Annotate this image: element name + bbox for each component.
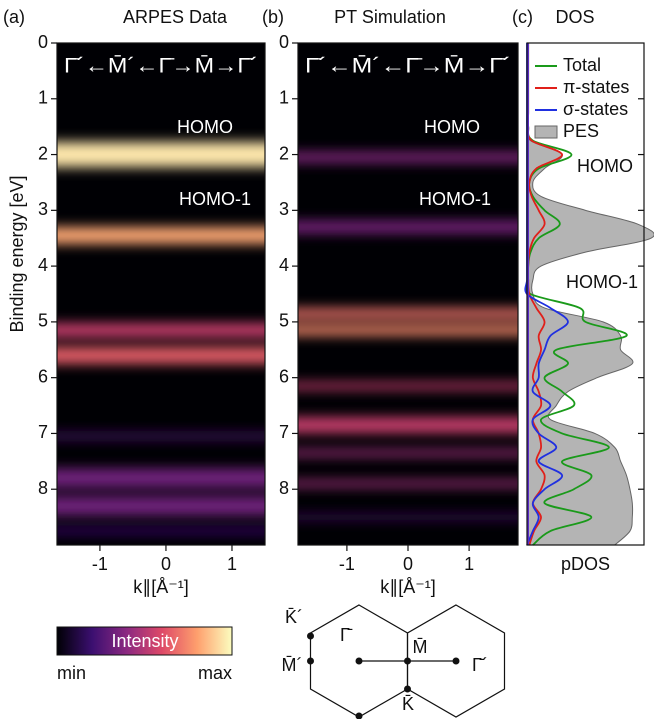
bz-label: K̄ [402, 694, 414, 714]
bz-label: M̄ [413, 637, 428, 657]
y-tick-label: 2 [279, 143, 289, 163]
x-axis-label: k∥[Å⁻¹] [133, 577, 189, 597]
annotation: HOMO [424, 117, 480, 137]
band [57, 323, 265, 338]
band [298, 417, 518, 433]
legend-swatch [534, 125, 558, 139]
bz-label: K̄´ [285, 607, 303, 627]
panel-label: (b) [262, 7, 284, 27]
x-tick-label: 0 [161, 554, 171, 574]
band [298, 152, 518, 163]
point [404, 685, 411, 693]
y-tick-label: 1 [38, 88, 48, 108]
bz-label: Γ̄´ [472, 655, 488, 675]
y-axis-label: Binding energy [eV] [7, 175, 27, 332]
y-tick-label: 4 [279, 255, 289, 275]
y-tick-label: 7 [279, 422, 289, 442]
y-tick-label: 8 [279, 478, 289, 498]
band [57, 346, 265, 364]
x-tick-label: 0 [403, 554, 413, 574]
x-tick-label: 1 [464, 554, 474, 574]
point [452, 657, 460, 665]
annotation: HOMO-1 [419, 189, 491, 209]
bands [57, 142, 265, 535]
bz-label: Γ̄ [340, 625, 353, 645]
point [307, 657, 314, 665]
y-tick-label: 3 [279, 199, 289, 219]
y-tick-label: 6 [38, 366, 48, 386]
colorbar-max: max [198, 663, 232, 683]
bz-points [307, 632, 460, 719]
x-tick-label: 1 [227, 554, 237, 574]
point [355, 657, 363, 665]
band [57, 142, 265, 168]
point [404, 657, 411, 665]
frame [526, 42, 645, 546]
band [57, 468, 265, 488]
panel-label: (c) [512, 7, 533, 27]
y-tick-label: 7 [38, 422, 48, 442]
y-tick-label: 5 [279, 311, 289, 331]
annotation: HOMO-1 [566, 272, 638, 292]
y-tick-label: 6 [279, 366, 289, 386]
heatmap-background [298, 43, 518, 545]
hexagon [406, 604, 506, 718]
bz-label: M̄´ [282, 655, 303, 675]
colorbar [56, 626, 233, 656]
annotation: HOMO [177, 117, 233, 137]
point [307, 632, 314, 640]
y-tick-label: 0 [279, 32, 289, 52]
x-axis-label: k∥[Å⁻¹] [380, 577, 436, 597]
band [57, 527, 265, 535]
band [298, 220, 518, 234]
panel-title: ARPES Data [123, 7, 228, 27]
path-label: Γ̄´←M̄´←Γ̄→M̄→Γ̄´ [305, 54, 511, 77]
band [298, 480, 518, 487]
annotation: HOMO-1 [179, 189, 251, 209]
legend-label: σ-states [563, 99, 628, 119]
band [57, 496, 265, 516]
frame [56, 42, 266, 546]
y-tick-label: 5 [38, 311, 48, 331]
panel-title: PT Simulation [334, 7, 446, 27]
x-tick-label: -1 [92, 554, 108, 574]
path-label: Γ̄´←M̄´←Γ̄→M̄→Γ̄´ [64, 54, 258, 77]
y-tick-label: 4 [38, 255, 48, 275]
legend-label: PES [563, 121, 599, 141]
band [298, 382, 518, 390]
legend-label: Total [563, 55, 601, 75]
bands [298, 152, 518, 520]
y-tick-label: 0 [38, 32, 48, 52]
panel-label: (a) [3, 7, 25, 27]
heatmap [298, 152, 518, 520]
y-tick-label: 8 [38, 478, 48, 498]
x-tick-label: -1 [339, 554, 355, 574]
colorbar-min: min [57, 663, 86, 683]
y-tick-label: 2 [38, 143, 48, 163]
annotation: HOMO [577, 156, 633, 176]
y-tick-label: 3 [38, 199, 48, 219]
band [57, 227, 265, 244]
panel-title: DOS [555, 7, 594, 27]
band [298, 449, 518, 457]
point [355, 712, 363, 719]
legend-label: π-states [563, 77, 629, 97]
band [57, 433, 265, 440]
colorbar-label: Intensity [111, 631, 178, 651]
x-axis-label: pDOS [561, 554, 610, 574]
heatmap-background [57, 43, 265, 545]
band [298, 325, 518, 336]
y-tick-label: 1 [279, 88, 289, 108]
band [298, 514, 518, 520]
band [298, 308, 518, 319]
heatmap [57, 142, 265, 535]
